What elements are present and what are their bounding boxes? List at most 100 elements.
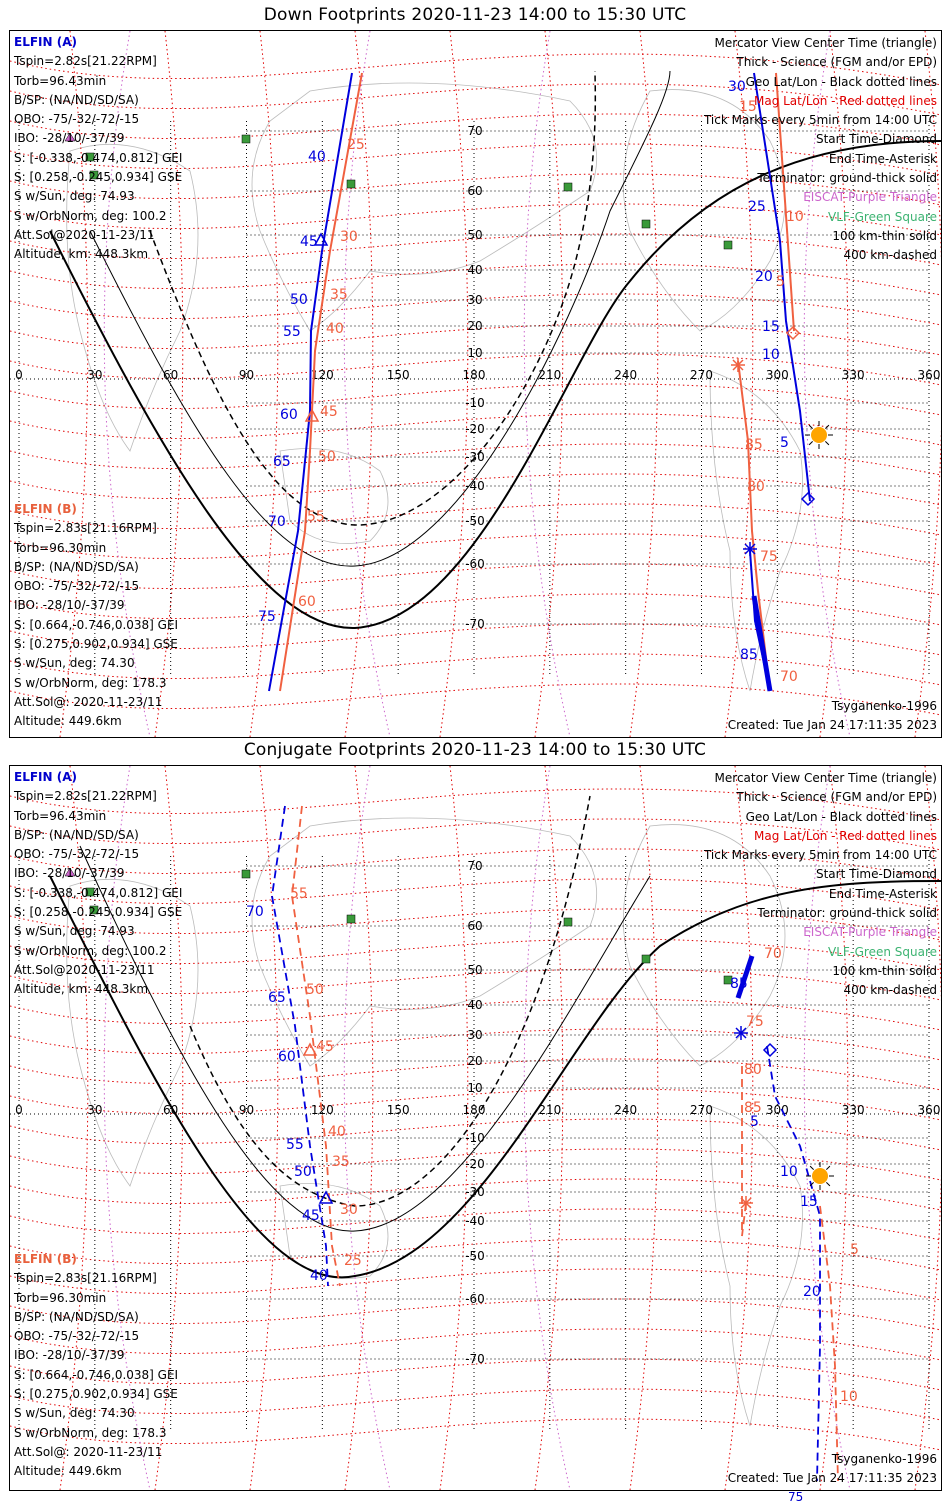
legend-entry: Mag Lat/Lon - Red dotted lines: [753, 93, 937, 108]
elfin-b-param: S w/OrbNorm, deg: 178.3: [14, 1425, 167, 1440]
elfin-a-tick-label: 55: [283, 324, 301, 340]
elfin-a-track-west: [268, 72, 353, 692]
terminator-100km: [79, 845, 651, 1232]
elfin-a-tick-label: 85: [730, 976, 748, 992]
lat-tick-label: 50: [467, 228, 482, 242]
legend-entry: EISCAT-Purple Triangle: [803, 925, 937, 940]
elfin-a-tick-label: 70: [268, 514, 286, 530]
elfin-a-tick-label: 20: [755, 269, 773, 285]
lat-tick-label: 30: [467, 1028, 482, 1042]
legend-entry: Terminator: ground-thick solid: [757, 906, 937, 921]
legend-entry: Mag Lat/Lon - Red dotted lines: [753, 828, 937, 843]
elfin-b-tick-label: 50: [318, 449, 336, 465]
elfin-b-param: Tspin=2.83s[21.16RPM]: [14, 521, 157, 536]
elfin-b-tick-label: 25: [347, 137, 365, 153]
map-svg: 0 30 60 90 120 150 180 210 240 270 300 330 360706050…: [10, 31, 941, 737]
lon-tick-label: 270: [690, 368, 713, 382]
elfin-a-param: B/SP: (NA/ND/SD/SA): [14, 827, 139, 842]
vlf-stations: [85, 869, 733, 985]
sun-ray: [808, 424, 813, 429]
lat-tick-label: -50: [465, 1249, 485, 1263]
panel-title-conjugate: Conjugate Footprints 2020-11-23 14:00 to…: [243, 740, 707, 760]
elfin-a-param: S: [-0.338,-0.474,0.812] GEI: [14, 150, 183, 165]
footer-line: Tsyganenko-1996: [831, 699, 937, 713]
elfin-b-track-east: [741, 1066, 747, 1237]
elfin-a-end-asterisk: [743, 542, 757, 556]
footer-right: Tsyganenko-1996 Created: Tue Jan 24 17:11…: [728, 1450, 937, 1488]
land-mass: [622, 824, 786, 1067]
elfin-a-tick-label: 10: [780, 1164, 798, 1180]
elfin-b-center-triangle: [304, 408, 320, 422]
elfin-a-start-diamond: [800, 491, 816, 507]
elfin-b-info: ELFIN (B) Tspin=2.83s[21.16RPM] Torb=96.30…: [14, 500, 178, 732]
elfin-a-tick-label: 10: [762, 347, 780, 363]
elfin-b-tick-label: 55: [307, 509, 325, 525]
elfin-b-tick-label: 30: [340, 229, 358, 245]
purple-meridian: [103, 31, 151, 737]
elfin-a-tick-label: 60: [278, 1049, 296, 1065]
lat-tick-label: -20: [465, 422, 485, 436]
elfin-b-param: S w/OrbNorm, deg: 178.3: [14, 675, 167, 690]
elfin-a-param: IBO: -28/10/-37/39: [14, 866, 125, 881]
elfin-a-tick-label: 15: [800, 1194, 818, 1210]
elfin-b-tick-label: 30: [340, 1202, 358, 1218]
elfin-b-param: OBO: -75/-32/-72/-15: [14, 1329, 140, 1344]
elfin-b-tick-label: 40: [328, 1124, 346, 1140]
legend-entry: VLF-Green Square: [828, 209, 937, 224]
elfin-a-info: ELFIN (A) Tspin=2.82s[21.22RPM] Torb=96.43…: [14, 768, 182, 1000]
footprint-tracks: [268, 72, 811, 692]
lon-tick-label: 120: [311, 368, 334, 382]
lat-tick-label: -10: [465, 1131, 485, 1145]
elfin-a-tick-label: 75: [258, 609, 276, 625]
elfin-b-tick-label: 10: [786, 209, 804, 225]
lat-tick-label: -60: [465, 557, 485, 571]
elfin-a-param: S w/OrbNorm, deg: 100.2: [14, 208, 167, 223]
elfin-a-track-east: [753, 72, 811, 502]
vlf-stations: [85, 134, 733, 250]
elfin-a-tick-label: 65: [268, 990, 286, 1006]
lon-tick-label: 30: [87, 368, 102, 382]
vlf-green-square: [346, 179, 356, 189]
legend-entry: 100 km-thin solid: [832, 228, 937, 243]
elfin-b-track-south: [819, 1205, 839, 1482]
footer-line: Tsyganenko-1996: [831, 1452, 937, 1466]
elfin-b-param: OBO: -75/-32/-72/-15: [14, 579, 140, 594]
legend-entry: VLF-Green Square: [828, 944, 937, 959]
lon-tick-label: 360: [918, 368, 941, 382]
legend-entry: Start Time-Diamond: [815, 867, 937, 882]
elfin-a-science-segment: [735, 955, 755, 999]
elfin-a-param: IBO: -28/10/-37/39: [14, 131, 125, 146]
legend-entry: Mercator View Center Time (triangle): [714, 771, 937, 785]
land-mass: [279, 1183, 389, 1279]
terminator-ground: [49, 875, 941, 1279]
sun-ray: [809, 1182, 814, 1187]
lon-tick-label: 240: [614, 368, 637, 382]
lat-tick-label: -20: [465, 1157, 485, 1171]
elfin-a-center-triangle: [318, 1190, 334, 1204]
lon-tick-label: 150: [387, 1103, 410, 1117]
purple-meridian: [803, 31, 851, 737]
conjugate-footprints-panel: 0 30 60 90 120 150 180 210 240 270 300 330 360 70 60 50…: [9, 765, 942, 1491]
lon-tick-label: 300: [766, 368, 789, 382]
footer-right: Tsyganenko-1996 Created: Tue Jan 24 17:11…: [728, 697, 937, 735]
legend-entry: End Time-Asterisk: [828, 886, 937, 901]
lat-tick-label: 10: [467, 346, 482, 360]
map-svg: 0 30 60 90 120 150 180 210 240 270 300 330 360706050…: [10, 766, 941, 1490]
eiscat-purple-triangle: [64, 867, 76, 877]
elfin-b-param: Torb=96.30min: [14, 1290, 107, 1305]
legend-entry: Geo Lat/Lon - Black dotted lines: [745, 74, 937, 89]
elfin-a-tick-label: 50: [290, 292, 308, 308]
elfin-a-tick-label: 65: [273, 454, 291, 470]
vlf-green-square: [89, 905, 99, 915]
lon-tick-label: 0: [15, 1103, 23, 1117]
elfin-a-tick-label: 45: [302, 1208, 320, 1224]
land-mass: [709, 1105, 803, 1427]
vlf-green-square: [85, 887, 95, 897]
elfin-a-info: ELFIN (A) Tspin=2.82s[21.22RPM] Torb=96.43…: [14, 33, 182, 265]
land-mass: [66, 143, 199, 452]
legend-entry: Geo Lat/Lon - Black dotted lines: [745, 809, 937, 824]
lat-tick-label: 20: [467, 319, 482, 333]
lon-tick-label: 360: [918, 1103, 941, 1117]
elfin-b-param: B/SP: (NA/ND/SD/SA): [14, 1309, 139, 1324]
lon-tick-label: 210: [538, 368, 561, 382]
